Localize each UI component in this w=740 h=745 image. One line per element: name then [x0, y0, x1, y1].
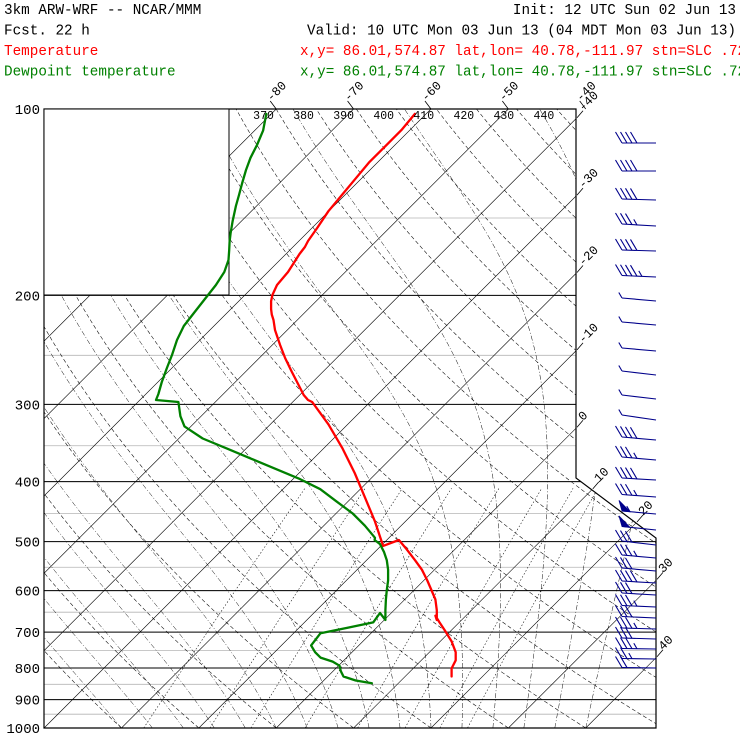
- svg-text:400: 400: [373, 110, 394, 123]
- svg-text:440: 440: [534, 110, 555, 123]
- svg-text:900: 900: [15, 694, 40, 710]
- svg-text:x,y= 86.01,574.87 lat,lon= 40: x,y= 86.01,574.87 lat,lon= 40.78,-111.97…: [300, 44, 740, 60]
- svg-text:380: 380: [293, 110, 314, 123]
- svg-text:600: 600: [15, 585, 40, 601]
- svg-text:410: 410: [413, 110, 434, 123]
- svg-text:Fcst. 22 h: Fcst. 22 h: [4, 24, 90, 40]
- svg-text:100: 100: [15, 103, 40, 119]
- svg-text:1000: 1000: [6, 722, 40, 738]
- svg-text:3km ARW-WRF -- NCAR/MMM: 3km ARW-WRF -- NCAR/MMM: [4, 3, 201, 19]
- svg-text:Init: 12 UTC Sun 02 Jun 13: Init: 12 UTC Sun 02 Jun 13: [513, 3, 736, 19]
- svg-text:200: 200: [15, 289, 40, 305]
- svg-text:420: 420: [453, 110, 474, 123]
- svg-text:430: 430: [494, 110, 515, 123]
- svg-text:Valid: 10 UTC Mon 03 Jun 13 (0: Valid: 10 UTC Mon 03 Jun 13 (04 MDT Mon …: [307, 24, 736, 40]
- svg-text:Dewpoint temperature: Dewpoint temperature: [4, 65, 176, 81]
- svg-text:500: 500: [15, 536, 40, 552]
- svg-text:Temperature: Temperature: [4, 44, 98, 60]
- svg-text:370: 370: [253, 110, 274, 123]
- svg-text:800: 800: [15, 662, 40, 678]
- svg-text:390: 390: [333, 110, 354, 123]
- svg-text:x,y= 86.01,574.87 lat,lon= 40: x,y= 86.01,574.87 lat,lon= 40.78,-111.97…: [300, 65, 740, 81]
- svg-text:700: 700: [15, 626, 40, 642]
- svg-text:400: 400: [15, 476, 40, 492]
- svg-text:300: 300: [15, 398, 40, 414]
